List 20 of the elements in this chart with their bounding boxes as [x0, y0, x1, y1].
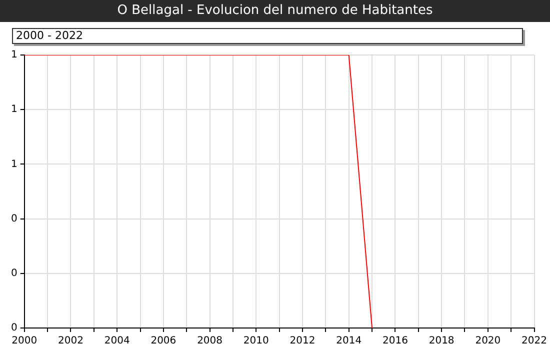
y-tick-label: 0 [10, 322, 18, 334]
x-tick-label: 2022 [522, 336, 547, 347]
x-tick-label: 2012 [290, 336, 316, 347]
x-tick-label: 2010 [243, 336, 269, 347]
x-tick-label: 2000 [12, 336, 38, 347]
y-tick-label: 1 [10, 158, 18, 170]
x-tick-label: 2018 [428, 336, 454, 347]
chart-subtitle: 2000 - 2022 [12, 28, 523, 44]
x-tick-label: 2002 [58, 336, 84, 347]
y-tick-label: 1 [10, 104, 18, 116]
y-tick-label: 0 [10, 213, 18, 224]
x-tick-label: 2016 [382, 336, 408, 347]
y-tick-label: 0 [10, 268, 18, 279]
chart-title: O Bellagal - Evolucion del numero de Habitantes [0, 0, 550, 22]
x-tick-label: 2008 [197, 336, 223, 347]
x-tick-label: 2006 [150, 336, 176, 347]
x-tick-label: 2014 [336, 336, 362, 347]
y-tick-label: 1 [10, 50, 18, 61]
x-tick-label: 2004 [104, 336, 130, 347]
x-tick-label: 2020 [475, 336, 501, 347]
